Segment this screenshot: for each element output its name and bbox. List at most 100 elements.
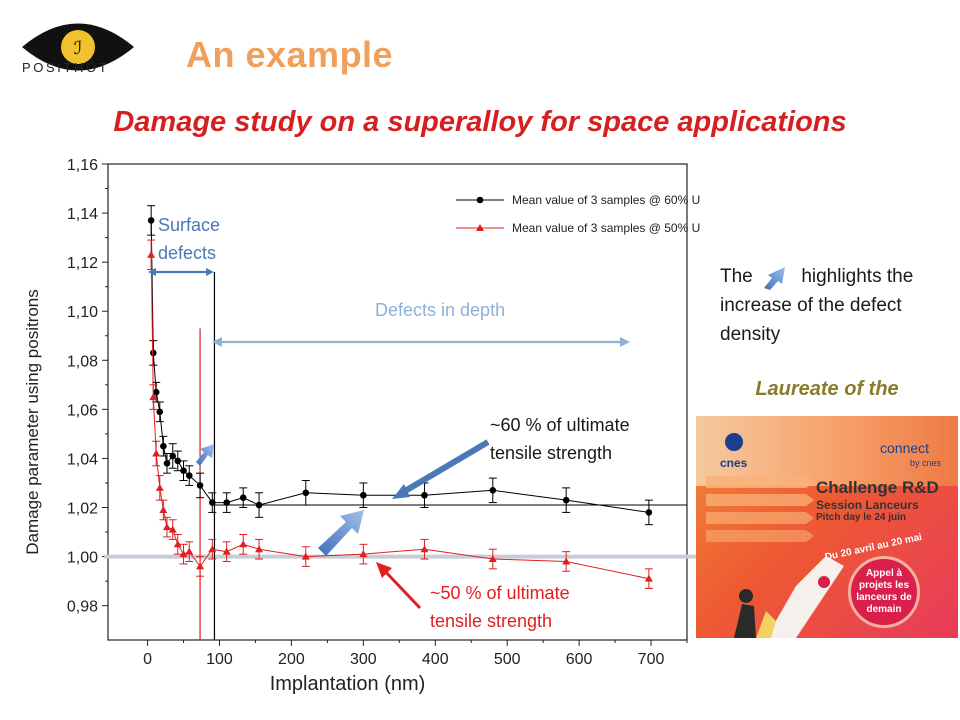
- poster-connect-label: connect: [880, 440, 930, 456]
- person-figure-icon: [739, 589, 753, 603]
- logo-text: POSITHÔT: [22, 60, 110, 75]
- data-point: [160, 442, 167, 450]
- data-point: [196, 562, 205, 570]
- annot-defects-in-depth: Defects in depth: [375, 300, 505, 320]
- x-tick-label: 300: [350, 651, 377, 668]
- data-point: [488, 555, 497, 563]
- poster-subheading: Session Lanceurs: [816, 498, 919, 512]
- data-point: [255, 545, 264, 553]
- data-point: [185, 547, 194, 555]
- data-point: [185, 472, 193, 479]
- y-tick-label: 1,02: [67, 501, 98, 518]
- data-point: [208, 499, 216, 506]
- y-tick-label: 1,10: [67, 304, 98, 321]
- x-tick-label: 700: [638, 651, 665, 668]
- y-tick-label: 1,14: [67, 206, 98, 223]
- arrow-head: [206, 268, 214, 276]
- side-note: The highlights the increase of the defec…: [720, 262, 950, 349]
- data-point: [489, 487, 497, 494]
- data-point: [421, 491, 428, 499]
- y-axis-label: Damage parameter using positrons: [23, 289, 42, 555]
- rocket-icon: [766, 556, 844, 638]
- slide-title: An example: [186, 34, 394, 75]
- data-point: [255, 501, 263, 509]
- data-point: [222, 547, 231, 555]
- challenge-poster: cnes connect by cnes Challenge R&D Sessi…: [696, 416, 958, 638]
- data-point: [562, 496, 570, 504]
- x-tick-label: 200: [278, 651, 305, 668]
- data-point: [155, 483, 164, 491]
- x-tick-label: 500: [494, 651, 521, 668]
- legend-box: [450, 182, 672, 246]
- data-point: [149, 393, 158, 401]
- data-point: [359, 550, 368, 558]
- poster-cnes-label: cnes: [720, 456, 748, 470]
- cnes-logo-icon: [725, 433, 743, 451]
- data-point: [223, 499, 230, 506]
- y-tick-label: 1,04: [67, 451, 98, 468]
- data-point: [173, 540, 182, 548]
- x-tick-label: 400: [422, 651, 449, 668]
- legend-marker: [476, 196, 484, 204]
- data-point: [180, 467, 187, 475]
- data-point: [169, 452, 177, 460]
- x-tick-label: 600: [566, 651, 593, 668]
- arrow-head: [620, 337, 630, 347]
- data-point: [420, 545, 429, 553]
- poster-pitch-day: Pitch day le 24 juin: [816, 512, 907, 523]
- data-point: [239, 494, 247, 501]
- laureate-caption: Laureate of the: [755, 378, 899, 400]
- annot-uts60: tensile strength: [490, 443, 612, 463]
- logo-iris: [61, 30, 95, 64]
- annot-surface-defects: defects: [158, 243, 216, 263]
- data-point: [150, 349, 157, 357]
- poster-header-band: [696, 416, 958, 486]
- data-point: [239, 540, 248, 548]
- data-point: [159, 505, 168, 513]
- arrow-head: [148, 268, 156, 276]
- plot-frame: [107, 163, 688, 641]
- y-tick-label: 1,16: [67, 157, 98, 174]
- series-line: [150, 220, 649, 513]
- poster-graphics: [706, 433, 844, 638]
- uts50-arrow: [380, 566, 422, 610]
- arrow-head: [212, 337, 222, 347]
- data-point: [644, 574, 653, 582]
- logo-symbol: ℐ: [74, 38, 82, 59]
- y-tick-label: 1,00: [67, 550, 98, 567]
- data-point: [301, 552, 310, 560]
- y-tick-label: 1,12: [67, 255, 98, 272]
- data-point: [156, 408, 164, 416]
- annot-uts50: ~50 % of ultimate: [430, 583, 570, 603]
- arrow-head: [392, 484, 410, 499]
- poster-connect-sub: by cnes: [910, 458, 942, 468]
- x-tick-label: 100: [206, 651, 233, 668]
- side-note-before: The: [720, 266, 753, 287]
- density-arrow-icon: [196, 444, 214, 466]
- arrow-head: [376, 562, 392, 578]
- data-point: [302, 489, 310, 497]
- data-point: [162, 523, 171, 531]
- arrow-up-right-icon: [764, 266, 786, 290]
- data-point: [168, 525, 177, 533]
- data-point: [147, 250, 156, 258]
- annot-uts50: tensile strength: [430, 611, 552, 631]
- side-note-after: highlights the increase of the defect de…: [720, 266, 914, 345]
- data-point: [645, 509, 653, 516]
- data-point: [163, 460, 171, 467]
- y-tick-label: 1,08: [67, 353, 98, 370]
- poster-badge: Appel à projets les lanceurs de demain: [848, 556, 920, 628]
- annot-surface-defects: Surface: [158, 215, 220, 235]
- data-point: [152, 388, 160, 396]
- data-point: [152, 449, 161, 457]
- y-tick-label: 1,06: [67, 402, 98, 419]
- data-point: [562, 557, 571, 565]
- data-point: [360, 491, 367, 499]
- data-point: [196, 482, 204, 489]
- data-point: [179, 550, 188, 558]
- uts60-arrow: [398, 439, 490, 497]
- density-arrow-icon: [318, 510, 364, 556]
- data-point: [208, 545, 217, 553]
- posithot-logo: ℐ: [22, 23, 134, 71]
- x-tick-label: 0: [143, 651, 152, 668]
